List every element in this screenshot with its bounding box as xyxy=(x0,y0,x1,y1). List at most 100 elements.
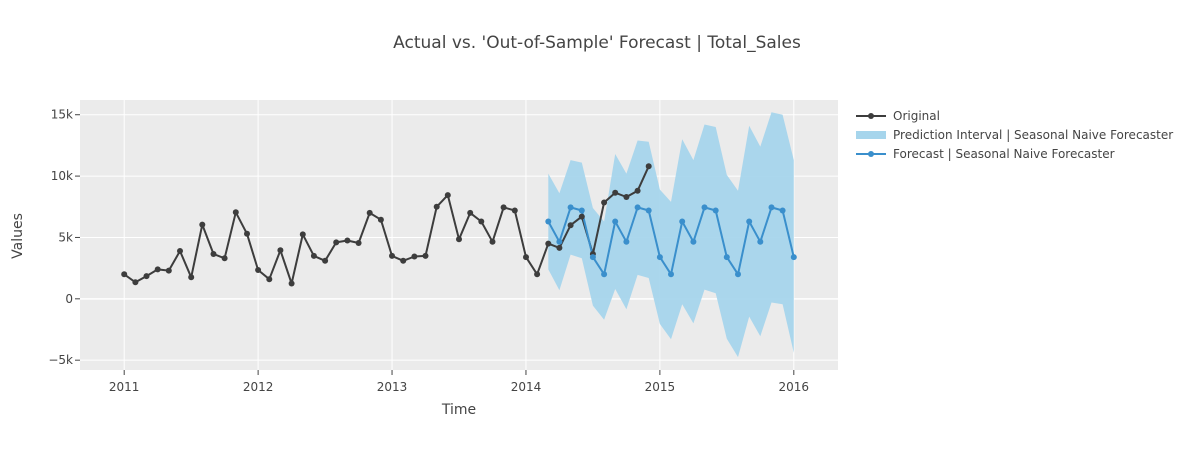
x-tick-label: 2013 xyxy=(377,380,408,394)
original-point[interactable] xyxy=(277,247,284,254)
original-point[interactable] xyxy=(165,267,172,274)
forecast-point[interactable] xyxy=(556,238,563,245)
series-points xyxy=(121,163,797,287)
original-point[interactable] xyxy=(500,204,507,211)
legend-label-original: Original xyxy=(893,108,940,123)
legend-label-forecast: Forecast | Seasonal Naive Forecaster xyxy=(893,146,1115,161)
original-point[interactable] xyxy=(612,189,619,196)
forecast-point[interactable] xyxy=(679,218,686,225)
forecast-point[interactable] xyxy=(690,238,697,245)
original-point[interactable] xyxy=(389,252,395,259)
original-point[interactable] xyxy=(132,279,139,286)
forecast-point[interactable] xyxy=(746,218,753,225)
x-tick-label: 2016 xyxy=(779,380,810,394)
legend-item-original[interactable]: Original xyxy=(856,106,1173,125)
original-point[interactable] xyxy=(288,280,295,287)
original-point[interactable] xyxy=(511,207,518,214)
forecast-point[interactable] xyxy=(601,271,608,278)
original-point[interactable] xyxy=(355,240,362,246)
forecast-point[interactable] xyxy=(578,207,585,214)
original-point[interactable] xyxy=(143,273,150,280)
original-point[interactable] xyxy=(310,252,317,259)
original-point[interactable] xyxy=(489,238,496,245)
legend-swatch-original-icon xyxy=(856,112,886,119)
forecast-point[interactable] xyxy=(589,254,596,261)
x-tick-label: 2011 xyxy=(109,380,140,394)
legend[interactable]: Original Prediction Interval | Seasonal … xyxy=(856,106,1173,163)
original-point[interactable] xyxy=(322,257,329,264)
x-tick-label: 2012 xyxy=(243,380,274,394)
original-point[interactable] xyxy=(456,236,462,243)
y-axis-title: Values xyxy=(10,213,26,259)
original-point[interactable] xyxy=(232,209,239,216)
forecast-point[interactable] xyxy=(701,204,708,211)
original-point[interactable] xyxy=(221,255,228,262)
original-point[interactable] xyxy=(523,254,529,261)
original-point[interactable] xyxy=(601,199,608,206)
forecast-point[interactable] xyxy=(612,218,619,225)
original-point[interactable] xyxy=(154,266,161,273)
forecast-point[interactable] xyxy=(656,254,663,261)
original-point[interactable] xyxy=(534,271,541,278)
forecast-point[interactable] xyxy=(790,254,797,261)
forecast-point[interactable] xyxy=(623,238,630,245)
prediction-interval-band xyxy=(548,112,794,358)
y-tick-label: 5k xyxy=(58,230,73,244)
y-tick-label: 15k xyxy=(51,108,73,122)
original-point[interactable] xyxy=(244,230,250,237)
original-point[interactable] xyxy=(400,257,407,264)
x-tick-label: 2014 xyxy=(511,380,542,394)
original-point[interactable] xyxy=(333,239,340,246)
legend-swatch-interval-icon xyxy=(856,130,886,139)
forecast-point[interactable] xyxy=(779,207,786,214)
original-point[interactable] xyxy=(266,276,273,283)
prediction-interval-area[interactable] xyxy=(548,112,794,358)
original-point[interactable] xyxy=(366,209,373,216)
x-axis-title: Time xyxy=(441,402,477,418)
original-point[interactable] xyxy=(623,194,630,200)
forecast-point[interactable] xyxy=(723,254,730,261)
forecast-point[interactable] xyxy=(757,238,764,245)
y-tick-label: 0 xyxy=(65,292,73,306)
original-point[interactable] xyxy=(422,252,429,259)
legend-label-prediction-interval: Prediction Interval | Seasonal Naive For… xyxy=(893,127,1174,142)
original-point[interactable] xyxy=(545,240,552,247)
y-axis-ticks: −5k 0 5k 10k 15k xyxy=(48,108,80,367)
x-tick-label: 2015 xyxy=(645,380,676,394)
original-point[interactable] xyxy=(377,216,384,223)
original-point[interactable] xyxy=(556,244,563,251)
forecast-point[interactable] xyxy=(645,207,652,214)
original-point[interactable] xyxy=(645,163,652,170)
original-point[interactable] xyxy=(567,222,574,229)
original-point[interactable] xyxy=(634,187,641,194)
original-point[interactable] xyxy=(177,248,183,254)
chart-title: Actual vs. 'Out-of-Sample' Forecast | To… xyxy=(393,33,801,53)
forecast-point[interactable] xyxy=(567,204,574,211)
original-point[interactable] xyxy=(299,231,306,238)
forecast-point[interactable] xyxy=(668,271,674,278)
forecast-point[interactable] xyxy=(712,207,719,214)
original-point[interactable] xyxy=(478,218,485,225)
forecast-point[interactable] xyxy=(768,204,775,211)
forecast-point[interactable] xyxy=(545,218,552,225)
forecast-point[interactable] xyxy=(634,204,641,211)
legend-item-forecast[interactable]: Forecast | Seasonal Naive Forecaster xyxy=(856,144,1173,163)
forecast-point[interactable] xyxy=(735,271,741,278)
x-axis-ticks: 2011 2012 2013 2014 2015 2016 xyxy=(109,370,809,394)
original-point[interactable] xyxy=(255,267,262,273)
legend-swatch-forecast-icon xyxy=(856,150,886,157)
y-tick-label: −5k xyxy=(48,353,73,367)
original-point[interactable] xyxy=(210,251,217,257)
original-point[interactable] xyxy=(344,237,351,244)
original-point[interactable] xyxy=(467,209,474,216)
y-tick-label: 10k xyxy=(51,169,73,183)
original-point[interactable] xyxy=(578,213,585,220)
original-point[interactable] xyxy=(444,192,451,199)
original-point[interactable] xyxy=(121,271,128,278)
legend-item-prediction-interval[interactable]: Prediction Interval | Seasonal Naive For… xyxy=(856,125,1173,144)
original-point[interactable] xyxy=(188,274,195,281)
original-point[interactable] xyxy=(433,203,440,210)
original-point[interactable] xyxy=(411,253,418,260)
original-point[interactable] xyxy=(199,221,206,228)
